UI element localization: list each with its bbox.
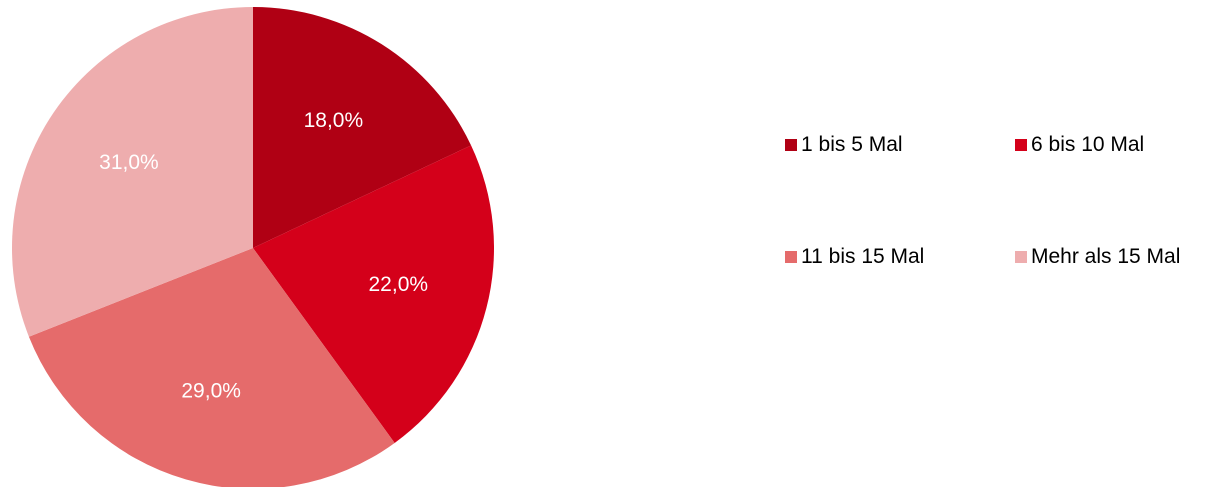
slice-data-label-1: 18,0% [304, 109, 364, 132]
legend-item-mehr-als-15: Mehr als 15 Mal [1015, 245, 1180, 269]
legend-swatch [785, 251, 797, 263]
legend-label: 11 bis 15 Mal [801, 245, 925, 268]
pie-slice-2 [253, 145, 495, 443]
slice-data-label-3: 29,0% [181, 380, 241, 403]
legend-item-6-bis-10: 6 bis 10 Mal [1015, 133, 1144, 157]
legend-swatch [1015, 139, 1027, 151]
legend-item-11-bis-15: 11 bis 15 Mal [785, 245, 924, 269]
legend-label: 1 bis 5 Mal [801, 133, 903, 156]
legend-swatch [1015, 251, 1027, 263]
legend-item-1-bis-5: 1 bis 5 Mal [785, 133, 903, 157]
legend-label: 6 bis 10 Mal [1031, 133, 1145, 156]
slice-data-label-2: 22,0% [369, 273, 429, 296]
pie-slice-3 [28, 248, 395, 487]
pie-slice-4 [11, 7, 253, 337]
pie-slice-1 [253, 7, 472, 248]
legend-swatch [785, 139, 797, 151]
slice-data-label-4: 31,0% [99, 151, 159, 174]
legend-label: Mehr als 15 Mal [1031, 245, 1181, 268]
